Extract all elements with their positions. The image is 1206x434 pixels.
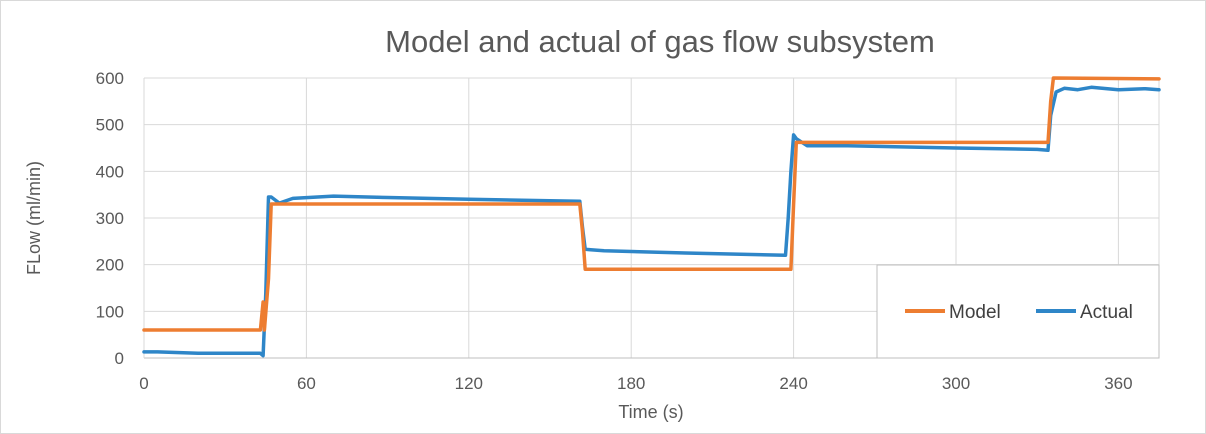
- legend: Model Actual: [876, 264, 1160, 359]
- y-tick-label: 400: [96, 162, 124, 181]
- y-tick-label: 600: [96, 69, 124, 88]
- y-axis-label: FLow (ml/min): [24, 161, 44, 275]
- y-tick-label: 300: [96, 209, 124, 228]
- series-lines: [142, 76, 1161, 358]
- series-line-actual: [142, 85, 1161, 358]
- x-tick-label: 300: [942, 374, 970, 393]
- y-tick-label: 500: [96, 116, 124, 135]
- x-tick-label: 120: [455, 374, 483, 393]
- y-tick-label: 0: [115, 349, 124, 368]
- x-tick-label: 240: [779, 374, 807, 393]
- chart-title: Model and actual of gas flow subsystem: [385, 24, 935, 59]
- y-tick-label: 200: [96, 256, 124, 275]
- x-tick-label: 360: [1104, 374, 1132, 393]
- x-tick-label: 60: [297, 374, 316, 393]
- series-line-model: [142, 76, 1161, 332]
- legend-label-model: Model: [949, 302, 1001, 323]
- y-tick-label: 100: [96, 302, 124, 321]
- legend-label-actual: Actual: [1080, 302, 1133, 323]
- x-axis-label: Time (s): [618, 402, 683, 422]
- x-tick-label: 180: [617, 374, 645, 393]
- x-tick-label: 0: [139, 374, 148, 393]
